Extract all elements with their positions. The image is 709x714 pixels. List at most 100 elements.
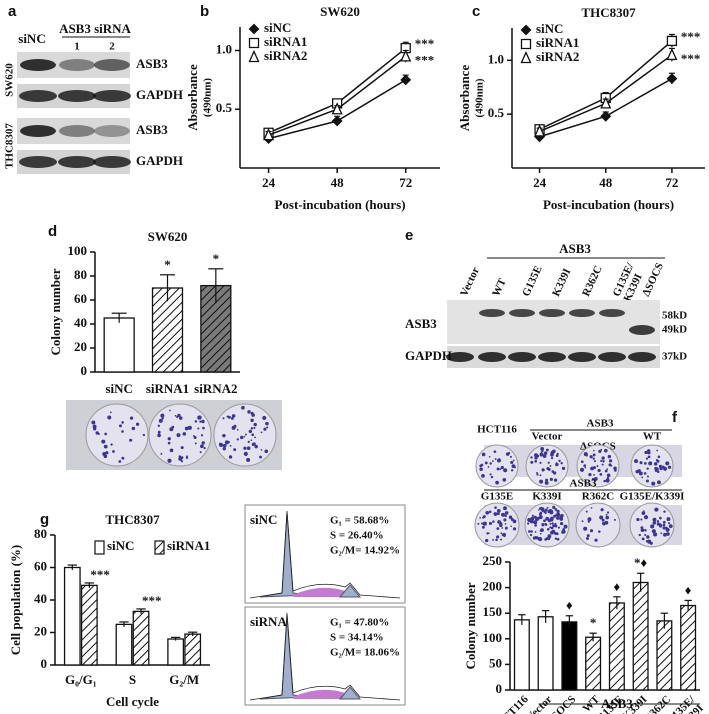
colony: [533, 522, 536, 524]
colony: [503, 468, 508, 473]
colony: [554, 522, 557, 526]
colony: [174, 414, 177, 417]
colony: [648, 461, 653, 466]
colony: [104, 432, 107, 436]
colony: [534, 456, 538, 460]
colony: [544, 480, 549, 485]
colony: [586, 534, 590, 538]
colony: [608, 459, 613, 463]
colony: [655, 467, 659, 471]
colony: [550, 456, 554, 460]
colony: [606, 473, 611, 478]
colony: [645, 479, 649, 483]
colony: [639, 461, 643, 465]
colony: [178, 416, 183, 420]
colony: [487, 532, 490, 535]
y-tick-label: 0: [41, 656, 48, 671]
colony: [241, 405, 245, 410]
blot-label: siNC: [18, 31, 45, 46]
blot-band: [94, 125, 130, 137]
colony: [602, 460, 605, 463]
colony: [129, 438, 133, 442]
colony: [660, 532, 663, 535]
significance: ***: [90, 567, 110, 582]
bar: [167, 638, 185, 666]
colony: [203, 447, 206, 450]
blot-band: [598, 352, 626, 362]
colony: [560, 462, 563, 465]
colony: [640, 528, 645, 532]
colony: [227, 441, 230, 444]
colony: [596, 465, 599, 468]
x-axis-label: Post-incubation (hours): [274, 197, 405, 212]
colony: [507, 451, 511, 455]
colony: [646, 467, 649, 470]
dish-label: ASB3: [570, 478, 597, 490]
colony: [555, 513, 558, 516]
colony: [510, 460, 514, 464]
colony: [601, 518, 605, 522]
colony: [541, 523, 545, 527]
panel-label: d: [48, 223, 57, 240]
colony: [610, 464, 613, 467]
colony: [228, 455, 233, 459]
colony: [530, 530, 533, 533]
colony: [529, 533, 533, 537]
dish-label: ASB3: [587, 418, 614, 430]
significance: *♦: [634, 555, 648, 570]
colony: [555, 462, 559, 467]
y-tick-label: 0.5: [488, 105, 505, 120]
y-tick-label: 20: [34, 623, 47, 638]
colony: [266, 426, 269, 429]
x-axis-label: Post-incubation (hours): [543, 197, 674, 212]
colony: [656, 449, 659, 452]
colony: [243, 451, 248, 456]
x-tick-label: 72: [399, 175, 412, 190]
colony: [493, 512, 498, 516]
bar: [656, 620, 673, 691]
colony: [260, 431, 263, 434]
colony: [477, 522, 480, 525]
colony: [530, 516, 535, 521]
colony: [579, 467, 585, 472]
colony: [665, 526, 668, 529]
colony: [547, 468, 551, 471]
panel-label: g: [40, 511, 49, 528]
colony: [250, 427, 254, 430]
blot-band: [539, 309, 565, 317]
colony: [201, 441, 205, 445]
colony: [589, 455, 593, 459]
colony: [479, 517, 482, 519]
legend-label: siRNA2: [264, 48, 307, 63]
colony: [253, 426, 256, 430]
blot-band: [479, 309, 505, 317]
colony: [592, 457, 595, 460]
colony: [559, 517, 564, 521]
colony: [254, 444, 258, 449]
lane-label: 1: [74, 41, 80, 53]
colony: [539, 532, 542, 535]
colony: [129, 416, 134, 420]
colony: [499, 468, 502, 471]
y-tick-label: 0: [496, 681, 503, 696]
panel-label: f: [672, 409, 678, 426]
blot-band: [59, 59, 95, 71]
colony: [102, 451, 107, 456]
colony: [645, 457, 649, 460]
colony: [580, 460, 584, 464]
marker: [666, 35, 678, 47]
flow-stat: G₁ = 47.80%: [330, 617, 389, 629]
colony: [581, 520, 584, 523]
bar: [115, 623, 133, 666]
significance: ***: [415, 36, 435, 51]
marker: [400, 74, 412, 86]
colony: [556, 537, 560, 541]
marker: [600, 96, 612, 109]
colony: [250, 418, 254, 423]
dish-label: K339I: [532, 491, 561, 503]
colony: [539, 506, 544, 511]
dish: [213, 403, 277, 467]
colony: [502, 514, 505, 517]
chart-title: THC8307: [581, 5, 636, 20]
colony: [251, 413, 255, 417]
